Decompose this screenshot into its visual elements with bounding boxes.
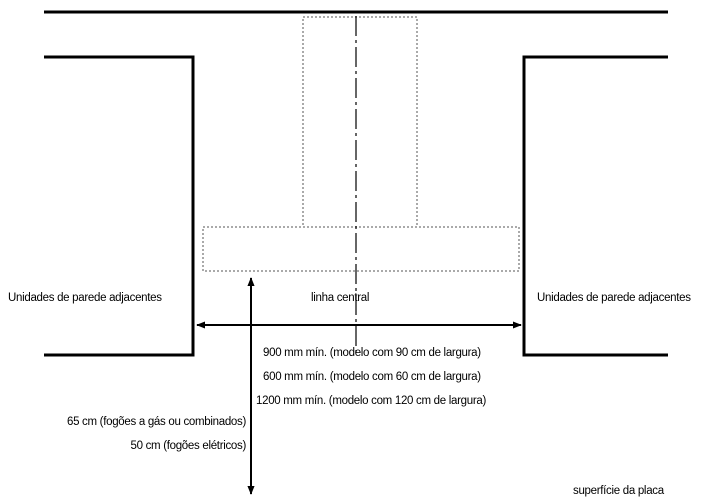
centerline-label: linha central [311,292,369,304]
left-units-label: Unidades de parede adjacentes [8,292,162,304]
width-1200-label: 1200 mm mín. (modelo com 120 cm de largu… [256,395,486,407]
height-gas-label: 65 cm (fogões a gás ou combinados) [67,416,246,428]
height-electric-label: 50 cm (fogões elétricos) [130,440,246,452]
left-wall-unit [44,55,195,357]
right-units-label: Unidades de parede adjacentes [537,292,691,304]
hob-surface-label: superfície da placa [573,485,665,497]
hood-canopy [202,226,520,272]
width-600-label: 600 mm mín. (modelo com 60 cm de largura… [263,371,481,383]
width-900-label: 900 mm mín. (modelo com 90 cm de largura… [263,347,481,359]
hood-chimney [302,16,418,228]
right-wall-unit [522,55,668,357]
